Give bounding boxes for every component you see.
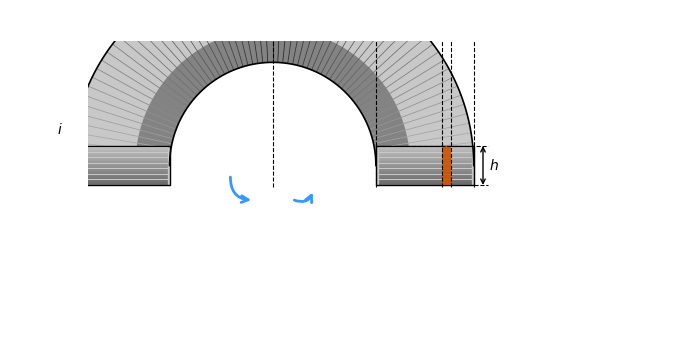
Bar (442, 146, 451, 185)
Polygon shape (135, 28, 410, 166)
Bar (376, 146, 474, 185)
Polygon shape (71, 0, 474, 166)
Text: $h$: $h$ (489, 158, 499, 173)
Text: $i$: $i$ (56, 122, 63, 137)
Text: $da$: $da$ (455, 145, 473, 159)
Bar (71, 146, 170, 185)
